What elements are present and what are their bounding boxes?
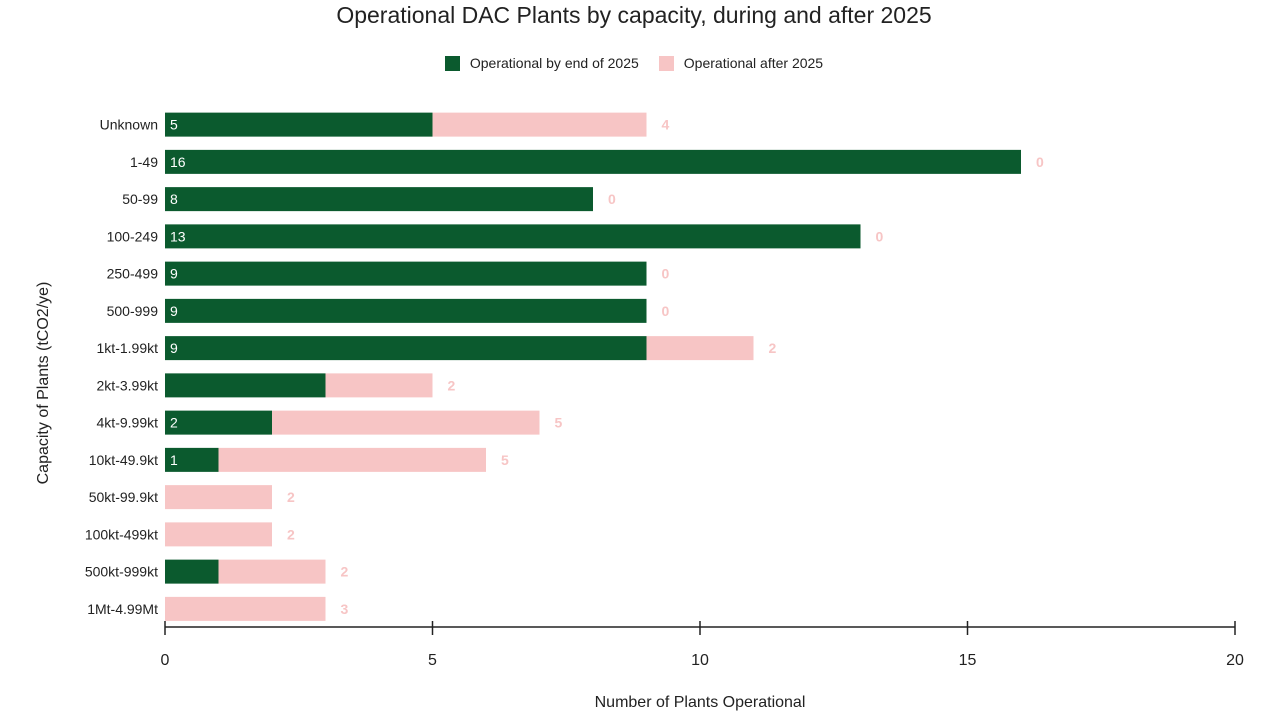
data-label-operational-after-2025: 4 xyxy=(662,117,670,133)
data-label-operational-after-2025: 0 xyxy=(1036,154,1044,170)
bar-operational-after-2025-50kt-99-9kt xyxy=(165,485,272,510)
y-tick-label: 100kt-499kt xyxy=(85,526,158,542)
x-tick-label: 0 xyxy=(161,652,170,669)
data-label-operational-after-2025: 5 xyxy=(555,415,563,431)
bar-operational-after-2025-1mt-4-99mt xyxy=(165,596,326,621)
bar-operational-by-2025-250-499 xyxy=(165,261,647,286)
data-label-operational-by-2025: 9 xyxy=(170,303,178,319)
bar-operational-after-2025-2kt-3-99kt xyxy=(325,373,433,398)
data-label-operational-by-2025: 8 xyxy=(170,191,178,207)
bar-operational-by-2025-500-999 xyxy=(165,298,647,323)
bar-operational-by-2025-4kt-9-99kt xyxy=(165,410,272,435)
data-label-operational-by-2025: 13 xyxy=(170,228,186,244)
y-tick-label: 500kt-999kt xyxy=(85,564,158,580)
y-tick-label: 2kt-3.99kt xyxy=(97,377,159,393)
y-axis-title: Capacity of Plants (tCO2/ye) xyxy=(35,281,52,485)
data-label-operational-by-2025: 9 xyxy=(170,340,178,356)
legend: Operational by end of 2025 Operational a… xyxy=(0,55,1268,71)
legend-label-operational-after-2025: Operational after 2025 xyxy=(683,55,824,71)
bar-operational-after-2025-4kt-9-99kt xyxy=(272,410,540,435)
chart-title: Operational DAC Plants by capacity, duri… xyxy=(336,2,932,28)
data-label-operational-by-2025: 2 xyxy=(170,415,178,431)
x-tick-label: 10 xyxy=(691,652,709,669)
data-label-operational-after-2025: 3 xyxy=(341,601,349,617)
data-label-operational-by-2025: 5 xyxy=(170,117,178,133)
y-tick-label: 250-499 xyxy=(107,266,159,282)
y-tick-label: 50kt-99.9kt xyxy=(89,489,158,505)
data-label-operational-after-2025: 2 xyxy=(287,489,295,505)
bar-operational-after-2025-100kt-499kt xyxy=(165,522,272,547)
data-label-operational-after-2025: 2 xyxy=(448,377,456,393)
data-label-operational-after-2025: 0 xyxy=(662,266,670,282)
y-tick-label: 50-99 xyxy=(122,191,158,207)
y-tick-label: 10kt-49.9kt xyxy=(89,452,158,468)
x-axis-title: Number of Plants Operational xyxy=(594,694,806,711)
y-tick-label: 1Mt-4.99Mt xyxy=(87,601,158,617)
data-label-operational-by-2025: 16 xyxy=(170,154,186,170)
legend-item-operational-by-2025[interactable]: Operational by end of 2025 xyxy=(444,55,639,71)
bar-operational-after-2025-1kt-1-99kt xyxy=(646,336,754,361)
bar-operational-after-2025-10kt-49-9kt xyxy=(218,447,486,472)
bar-operational-by-2025-10kt-49-9kt xyxy=(165,447,219,472)
bar-operational-by-2025-500kt-999kt xyxy=(165,559,219,584)
legend-swatch-operational-by-2025 xyxy=(444,55,460,71)
legend-label-operational-by-2025: Operational by end of 2025 xyxy=(469,55,639,71)
y-tick-label: 100-249 xyxy=(107,228,159,244)
bar-operational-by-2025-50-99 xyxy=(165,187,593,212)
legend-item-operational-after-2025[interactable]: Operational after 2025 xyxy=(658,55,824,71)
x-tick-label: 20 xyxy=(1226,652,1244,669)
y-tick-label: 4kt-9.99kt xyxy=(97,415,159,431)
data-label-operational-after-2025: 0 xyxy=(662,303,670,319)
bar-operational-by-2025-1-49 xyxy=(165,149,1021,174)
data-label-operational-by-2025: 1 xyxy=(170,452,178,468)
y-tick-label: Unknown xyxy=(100,117,158,133)
y-tick-label: 500-999 xyxy=(107,303,159,319)
bar-operational-by-2025-100-249 xyxy=(165,224,861,249)
bar-operational-by-2025-unknown xyxy=(165,112,433,137)
bar-operational-after-2025-500kt-999kt xyxy=(218,559,326,584)
bar-operational-by-2025-1kt-1-99kt xyxy=(165,336,647,361)
legend-swatch-operational-after-2025 xyxy=(658,55,674,71)
data-label-operational-after-2025: 2 xyxy=(287,526,295,542)
data-label-operational-after-2025: 2 xyxy=(341,564,349,580)
data-label-operational-after-2025: 0 xyxy=(876,228,884,244)
data-label-operational-after-2025: 5 xyxy=(501,452,509,468)
x-tick-label: 5 xyxy=(428,652,437,669)
y-tick-label: 1-49 xyxy=(130,154,158,170)
bar-operational-after-2025-unknown xyxy=(432,112,647,137)
data-label-operational-after-2025: 2 xyxy=(769,340,777,356)
data-label-operational-after-2025: 0 xyxy=(608,191,616,207)
y-tick-label: 1kt-1.99kt xyxy=(97,340,159,356)
bar-operational-by-2025-2kt-3-99kt xyxy=(165,373,326,398)
x-tick-label: 15 xyxy=(959,652,977,669)
data-label-operational-by-2025: 9 xyxy=(170,266,178,282)
